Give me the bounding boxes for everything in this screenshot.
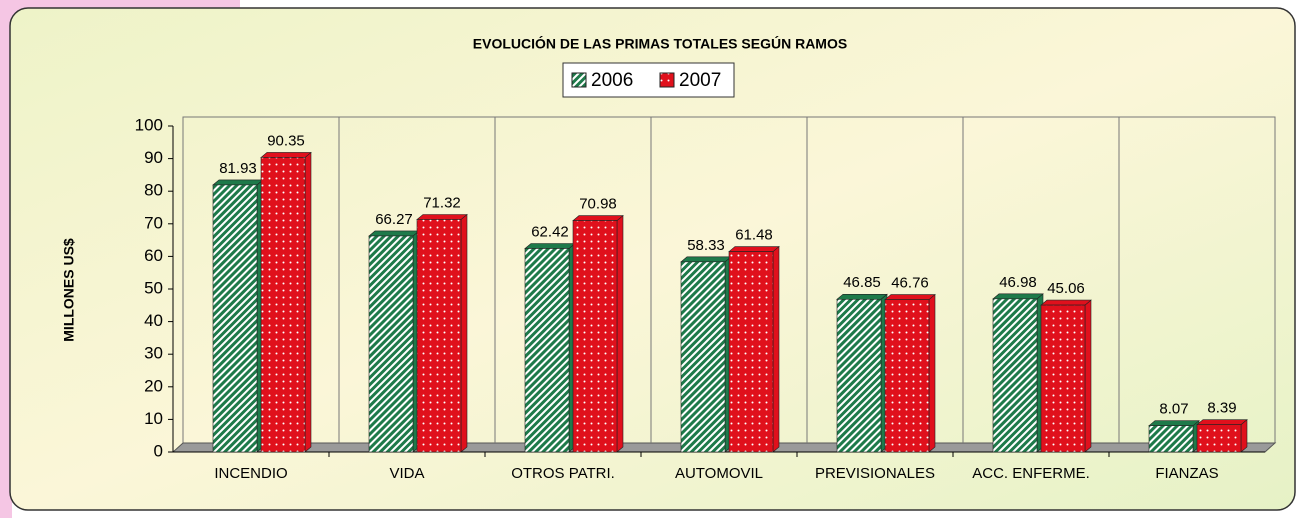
legend-label: 2006	[591, 70, 633, 91]
bar	[1040, 304, 1086, 453]
x-tick-label: INCENDIO	[214, 465, 287, 482]
y-axis-label: MILLONES US$	[61, 238, 77, 342]
bar-top	[260, 152, 312, 158]
frame	[9, 7, 1296, 511]
bar-top	[884, 294, 936, 300]
bar	[368, 235, 414, 453]
data-label: 61.48	[735, 227, 773, 244]
bar-top	[1040, 299, 1092, 306]
legend-swatch	[571, 72, 587, 88]
x-tick-label: OTROS PATRI.	[511, 465, 615, 482]
bar-top	[572, 215, 624, 221]
x-tick-label: AUTOMOVIL	[675, 465, 763, 482]
bar-top	[680, 256, 732, 263]
data-label: 62.42	[531, 223, 569, 240]
x-tick-label: FIANZAS	[1155, 465, 1218, 482]
bar	[572, 220, 618, 453]
y-tick-label: 40	[144, 311, 163, 330]
bar	[1148, 425, 1194, 453]
data-label: 90.35	[267, 132, 305, 149]
bar	[416, 219, 462, 453]
x-tick-label: VIDA	[389, 465, 424, 482]
data-label: 46.98	[999, 274, 1037, 291]
bar	[524, 248, 570, 453]
y-tick-label: 10	[144, 409, 163, 428]
data-label: 66.27	[375, 211, 413, 228]
bar-top	[524, 243, 576, 249]
bar-top	[728, 246, 780, 252]
chart-title: EVOLUCIÓN DE LAS PRIMAS TOTALES SEGÚN RA…	[473, 35, 847, 52]
bar-side	[772, 245, 780, 453]
bar-side	[460, 213, 468, 453]
bar	[884, 299, 930, 453]
y-tick-label: 80	[144, 181, 163, 200]
legend-label: 2007	[679, 70, 721, 91]
y-tick-label: 30	[144, 344, 163, 363]
y-tick-label: 50	[144, 278, 163, 297]
x-tick-label: PREVISIONALES	[815, 465, 935, 482]
y-tick-label: 20	[144, 376, 163, 395]
x-tick-label: ACC. ENFERME.	[972, 465, 1090, 482]
bar	[728, 251, 774, 453]
bar	[1196, 424, 1242, 453]
bar	[680, 261, 726, 453]
bar	[836, 298, 882, 453]
y-tick-label: 0	[154, 441, 163, 460]
data-label: 46.76	[891, 275, 929, 292]
bar-side	[304, 151, 312, 453]
bar-top	[836, 293, 888, 300]
bar	[992, 298, 1038, 453]
data-label: 45.06	[1047, 280, 1085, 297]
legend-swatch	[659, 72, 675, 88]
bar-top	[416, 214, 468, 220]
bar-side	[1084, 299, 1092, 453]
bar-side	[616, 214, 624, 453]
y-tick-label: 100	[135, 115, 163, 134]
bar	[260, 157, 306, 453]
data-label: 81.93	[219, 160, 257, 177]
y-tick-label: 60	[144, 246, 163, 265]
bar-top	[212, 179, 264, 186]
data-label: 46.85	[843, 274, 881, 291]
bar-top	[1148, 420, 1200, 426]
legend	[562, 62, 735, 98]
bar	[212, 184, 258, 453]
data-label: 71.32	[423, 194, 461, 211]
data-label: 58.33	[687, 237, 725, 254]
bar-top	[368, 230, 420, 237]
bar-side	[1240, 419, 1248, 453]
y-tick-label: 70	[144, 213, 163, 232]
bar-side	[928, 293, 936, 453]
y-tick-label: 90	[144, 148, 163, 167]
bar-top	[1196, 419, 1248, 425]
side-bg	[0, 0, 12, 518]
data-label: 8.39	[1207, 400, 1236, 417]
data-label: 70.98	[579, 196, 617, 213]
bar-top	[992, 293, 1044, 300]
data-label: 8.07	[1159, 401, 1188, 418]
